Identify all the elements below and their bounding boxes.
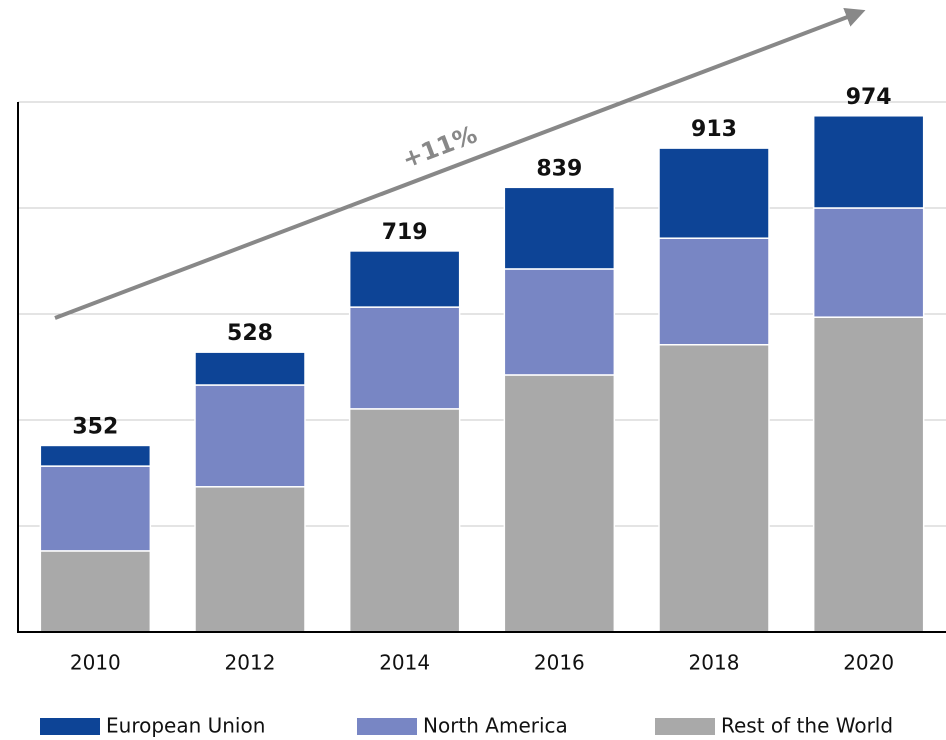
bar-segment (503, 268, 616, 376)
bar-segment (39, 444, 152, 467)
bar-segment (503, 186, 616, 270)
bar-segment (348, 250, 461, 308)
bar-segment (194, 351, 306, 386)
legend-swatch (655, 718, 715, 735)
legend-label: European Union (106, 714, 265, 738)
x-tick-label: 2014 (379, 651, 430, 675)
total-label: 839 (536, 156, 582, 181)
total-label: 528 (227, 321, 273, 346)
x-tick-label: 2020 (843, 651, 894, 675)
x-tick-label: 2016 (534, 651, 585, 675)
legend-swatch (40, 718, 100, 735)
trend-arrow (54, 7, 866, 320)
bars (39, 115, 925, 633)
bar-segment (348, 408, 461, 633)
bar-segment (658, 147, 770, 239)
bar-segment (812, 115, 925, 209)
grid (18, 101, 946, 527)
bar-segment (812, 316, 925, 633)
bar-segment (194, 486, 306, 633)
bar-segment (812, 207, 925, 318)
bar-segment (348, 306, 461, 410)
total-label: 719 (382, 220, 428, 245)
bar-segment (39, 550, 152, 633)
labels: 352 2010 528 2012 719 2014 839 2016 913 2018 974 20… (40, 85, 894, 738)
legend-label: Rest of the World (721, 714, 893, 738)
total-label: 913 (691, 117, 737, 142)
bar-segment (503, 374, 616, 633)
legend-swatch (357, 718, 417, 735)
x-tick-label: 2012 (225, 651, 276, 675)
bar-segment (39, 465, 152, 552)
bar-segment (658, 237, 770, 346)
x-tick-label: 2018 (689, 651, 740, 675)
bar-segment (658, 343, 770, 633)
x-tick-label: 2010 (70, 651, 121, 675)
total-label: 974 (846, 85, 892, 110)
legend-label: North America (423, 714, 568, 738)
bar-segment (194, 384, 306, 488)
total-label: 352 (72, 414, 118, 439)
annotation: +11% (398, 120, 480, 174)
